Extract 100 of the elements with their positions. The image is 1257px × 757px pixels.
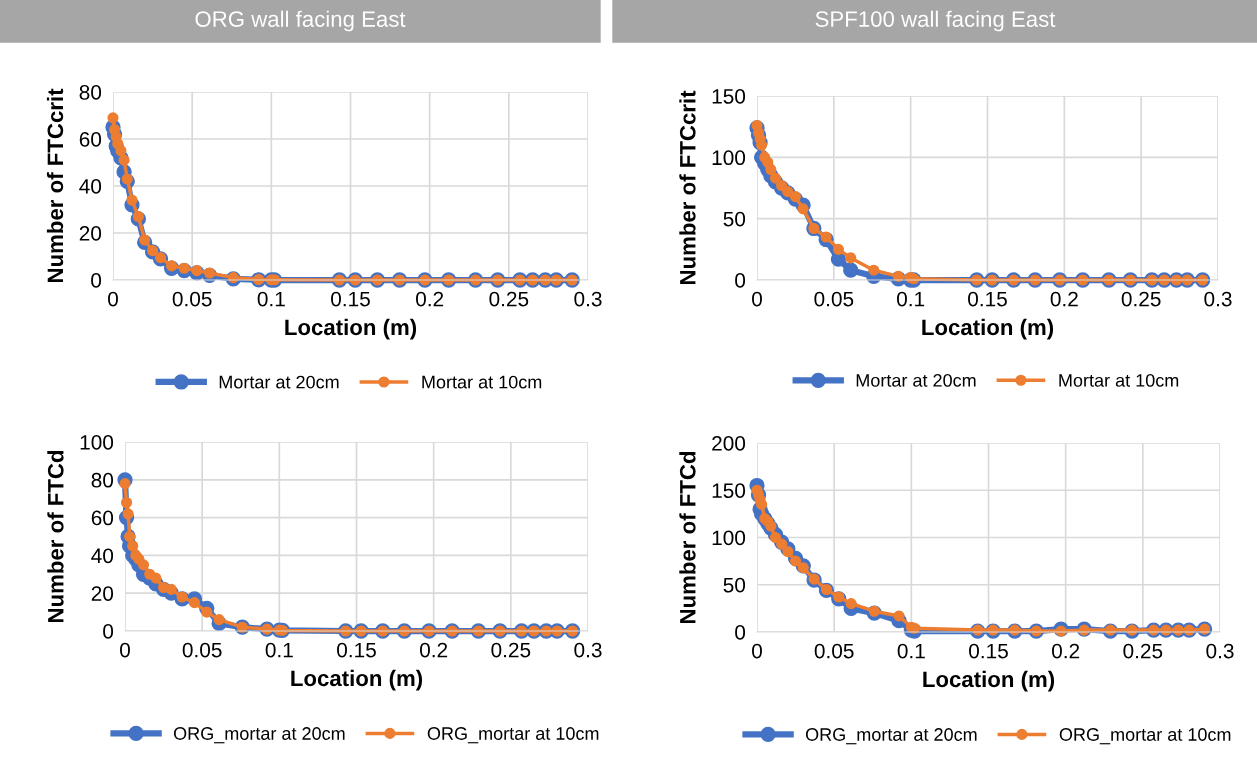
y-tick-label: 150 [712, 483, 746, 498]
x-tick-label: 0 [752, 643, 762, 659]
y-tick-label: 150 [712, 89, 746, 104]
x-tick-label: 0.2 [420, 642, 448, 658]
y-tick-label: 20 [91, 586, 114, 601]
x-tick-label: 0.3 [1206, 643, 1234, 659]
x-tick-label: 0.25 [491, 642, 531, 658]
x-tick-label: 0.2 [1050, 291, 1078, 307]
point [127, 540, 139, 552]
x-axis-title: Location (m) [923, 670, 1055, 692]
point [782, 546, 794, 558]
point [137, 559, 150, 571]
x-tick-label: 0.3 [1204, 291, 1232, 307]
point [191, 265, 203, 277]
y-tick-label: 60 [91, 510, 114, 526]
legend-label: Mortar at 20cm [856, 374, 976, 387]
point [765, 164, 777, 176]
x-tick-label: 0.25 [1123, 643, 1163, 659]
point [165, 583, 177, 595]
point [820, 231, 832, 243]
y-tick-label: 100 [712, 530, 746, 546]
y-axis-title: Number of FTCcrit [679, 90, 696, 285]
point [121, 173, 133, 185]
point [150, 572, 162, 584]
x-tick-label: 0.05 [172, 291, 212, 307]
x-tick-label: 0.25 [1121, 291, 1161, 307]
x-axis-title: Location (m) [291, 669, 423, 691]
point [166, 260, 178, 272]
y-tick-label: 80 [79, 85, 102, 100]
x-tick-label: 0.25 [489, 291, 529, 307]
point [893, 610, 905, 622]
x-tick-label: 0.05 [814, 291, 854, 307]
point [769, 172, 781, 184]
y-axis-title: Number of FTCd [679, 451, 696, 624]
y-tick-label: 0 [103, 624, 114, 639]
point [120, 496, 133, 509]
x-tick-label: 0.15 [337, 642, 376, 658]
point [765, 520, 777, 532]
point [124, 530, 136, 543]
y-tick-label: 100 [712, 150, 746, 166]
legend-label: Mortar at 10cm [1059, 374, 1179, 387]
x-tick-label: 0.1 [897, 643, 925, 659]
point [776, 538, 788, 550]
point [843, 262, 859, 278]
y-axis-title: Number of FTCcrit [46, 88, 64, 283]
point [769, 531, 782, 544]
point [790, 555, 802, 567]
legend-label: ORG_mortar at 10cm [427, 727, 599, 744]
point [833, 591, 845, 603]
point [132, 210, 144, 223]
point [107, 112, 119, 124]
point [868, 605, 880, 617]
point [213, 614, 225, 626]
x-tick-label: 0.15 [331, 291, 370, 307]
point [201, 606, 213, 618]
chart-title: ORG wall facing East [195, 10, 406, 32]
point [176, 591, 188, 603]
y-tick-label: 0 [735, 625, 746, 640]
point [204, 267, 216, 279]
x-tick-label: 0.15 [968, 291, 1007, 307]
x-tick-label: 0.15 [969, 643, 1008, 659]
y-tick-label: 50 [723, 577, 746, 593]
point [789, 191, 801, 203]
point [845, 252, 857, 264]
x-tick-label: 0 [120, 642, 130, 658]
point [126, 194, 138, 206]
x-tick-label: 0.3 [574, 642, 602, 658]
y-tick-label: 20 [79, 226, 102, 241]
legend-label: ORG_mortar at 20cm [173, 727, 345, 744]
point [797, 203, 809, 215]
y-tick-label: 40 [91, 548, 114, 564]
point [118, 154, 130, 166]
y-tick-label: 40 [79, 179, 102, 194]
y-tick-label: 200 [712, 436, 746, 451]
x-tick-label: 0.1 [265, 642, 293, 658]
point [845, 598, 857, 610]
point [797, 562, 809, 574]
x-tick-label: 0.3 [574, 291, 602, 307]
y-tick-label: 60 [79, 132, 102, 147]
x-tick-label: 0.05 [182, 642, 222, 658]
x-tick-label: 0.1 [257, 291, 285, 307]
y-tick-label: 50 [723, 211, 746, 227]
y-axis-title: Number of FTCd [47, 450, 64, 623]
x-tick-label: 0.1 [897, 291, 925, 307]
x-tick-label: 0.2 [416, 291, 444, 307]
x-tick-label: 0.05 [814, 643, 854, 659]
point [115, 145, 127, 157]
legend-label: Mortar at 20cm [219, 375, 339, 389]
point [188, 597, 201, 609]
x-axis-title: Location (m) [922, 318, 1054, 340]
point [868, 264, 880, 276]
point [832, 243, 844, 255]
legend-label: Mortar at 10cm [422, 375, 542, 389]
legend-label: ORG_mortar at 20cm [805, 728, 977, 745]
chart-title: SPF100 wall facing East [815, 10, 1056, 32]
y-tick-label: 80 [91, 472, 114, 488]
point [178, 262, 190, 274]
y-tick-label: 100 [80, 435, 114, 450]
point [139, 234, 151, 246]
x-axis-title: Location (m) [285, 318, 417, 340]
